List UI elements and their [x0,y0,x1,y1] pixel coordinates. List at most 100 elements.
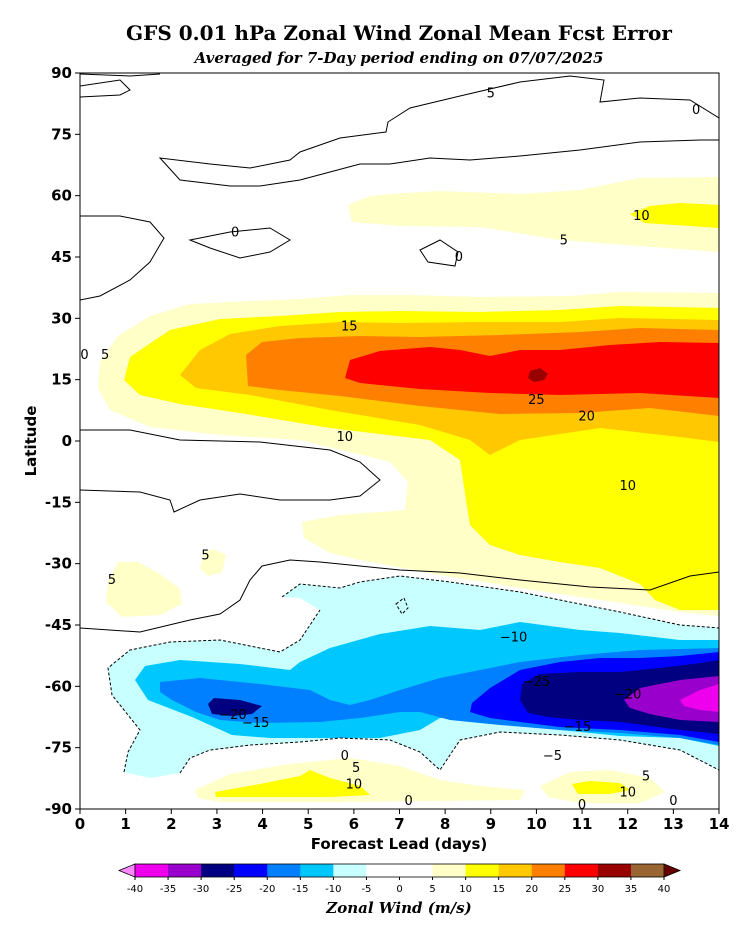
x-axis-label: Forecast Lead (days) [311,835,487,853]
colorbar-tick-label: -40 [127,884,143,895]
contour-label: 0 [578,798,586,813]
x-tick-label: 13 [663,815,684,833]
contour-label: 5 [201,548,209,563]
x-tick-label: 0 [75,815,85,833]
x-tick-label: 2 [166,815,176,833]
contour-label: 0 [341,749,349,764]
colorbar-tick-label: -5 [361,884,371,895]
contour-label: 0 [404,794,412,809]
chart-title: GFS 0.01 hPa Zonal Wind Zonal Mean Fcst … [126,21,672,45]
contour-label: 0 [669,794,677,809]
contour-label: 10 [633,209,650,224]
chart-subtitle: Averaged for 7-Day period ending on 07/0… [193,49,604,67]
y-tick-label: 90 [51,64,72,82]
colorbar-tick-label: -20 [259,884,275,895]
colorbar-tick-label: -30 [193,884,209,895]
colorbar-tick-label: -15 [292,884,308,895]
colorbar-extend-high [664,864,680,877]
x-tick-label: 8 [440,815,450,833]
contour-label: 5 [101,348,109,363]
contour-label: 5 [352,761,360,776]
y-tick-label: -75 [45,739,72,757]
colorbar-tick-label: 35 [625,884,638,895]
colorbar-swatch [433,864,467,877]
x-tick-label: 6 [349,815,359,833]
x-tick-label: 7 [394,815,404,833]
contour-label: 10 [619,786,636,801]
x-tick-label: 3 [212,815,222,833]
colorbar-tick-label: -35 [160,884,176,895]
colorbar-extend-low [119,864,135,877]
colorbar-tick-label: 30 [592,884,605,895]
contour-label: 15 [341,320,358,335]
y-tick-label: -60 [45,677,72,695]
x-tick-label: 12 [617,815,638,833]
colorbar-label: Zonal Wind (m/s) [325,899,471,917]
contour-label: −15 [564,720,591,735]
colorbar-tick-label: -10 [325,884,341,895]
colorbar-swatch [532,864,566,877]
y-axis-label: Latitude [22,406,40,477]
y-tick-label: -15 [45,493,72,511]
contour-label: 0 [80,348,88,363]
colorbar-swatch [168,864,202,877]
colorbar-swatch [300,864,334,877]
contour-label: −10 [500,630,527,645]
colorbar-swatch [234,864,268,877]
colorbar-swatch [400,864,434,877]
colorbar-swatch [499,864,533,877]
x-tick-label: 9 [486,815,496,833]
x-tick-label: 10 [526,815,547,833]
contour-label: 5 [487,86,495,101]
y-tick-label: -45 [45,616,72,634]
x-tick-label: 5 [303,815,313,833]
contour-label: 10 [619,479,636,494]
contour-chart: GFS 0.01 hPa Zonal Wind Zonal Mean Fcst … [0,0,754,938]
contour-label: 25 [528,393,545,408]
y-tick-label: 0 [62,432,72,450]
colorbar-swatch [333,864,367,877]
contour-label: 5 [642,769,650,784]
y-tick-label: 75 [51,125,72,143]
colorbar-swatch [466,864,500,877]
x-tick-label: 11 [572,815,593,833]
contour-label: 0 [692,103,700,118]
x-axis: 0 1 2 3 4 5 6 7 8 9 10 11 12 13 14 [75,809,730,833]
contour-label: −5 [543,749,562,764]
colorbar-tick-label: 40 [658,884,671,895]
colorbar-swatch [267,864,301,877]
y-tick-label: 15 [51,371,72,389]
contour-label: 10 [346,777,363,792]
y-tick-label: -30 [45,555,72,573]
contour-label: 0 [455,250,463,265]
contour-label: 5 [560,234,568,249]
colorbar-swatch [598,864,632,877]
colorbar-tick-label: 25 [558,884,571,895]
colorbar: -40 -35 -30 -25 -20 -15 -10 -5 0 5 10 15 20 25 30 35 40 [119,864,680,895]
colorbar-swatch [135,864,169,877]
colorbar-swatch [631,864,665,877]
y-tick-label: 30 [51,309,72,327]
colorbar-tick-label: 20 [525,884,538,895]
contour-label: −15 [242,716,269,731]
colorbar-tick-label: 10 [459,884,472,895]
colorbar-tick-label: -25 [226,884,242,895]
contour-label: −25 [523,675,550,690]
contour-label: 20 [578,409,595,424]
colorbar-swatch [565,864,599,877]
x-tick-label: 14 [709,815,730,833]
colorbar-tick-label: 0 [396,884,402,895]
contour-label: 0 [231,225,239,240]
contour-label: −20 [614,688,641,703]
colorbar-tick-label: 5 [429,884,435,895]
y-tick-label: 60 [51,187,72,205]
colorbar-swatch [201,864,235,877]
colorbar-swatch [366,864,400,877]
x-tick-label: 1 [120,815,130,833]
y-tick-label: -90 [45,800,72,818]
contour-label: 10 [336,430,353,445]
y-axis: 90 75 60 45 30 15 0 -15 -30 -45 -60 -75 -90 [45,64,80,818]
x-tick-label: 4 [257,815,267,833]
contour-label: 5 [108,573,116,588]
y-tick-label: 45 [51,248,72,266]
